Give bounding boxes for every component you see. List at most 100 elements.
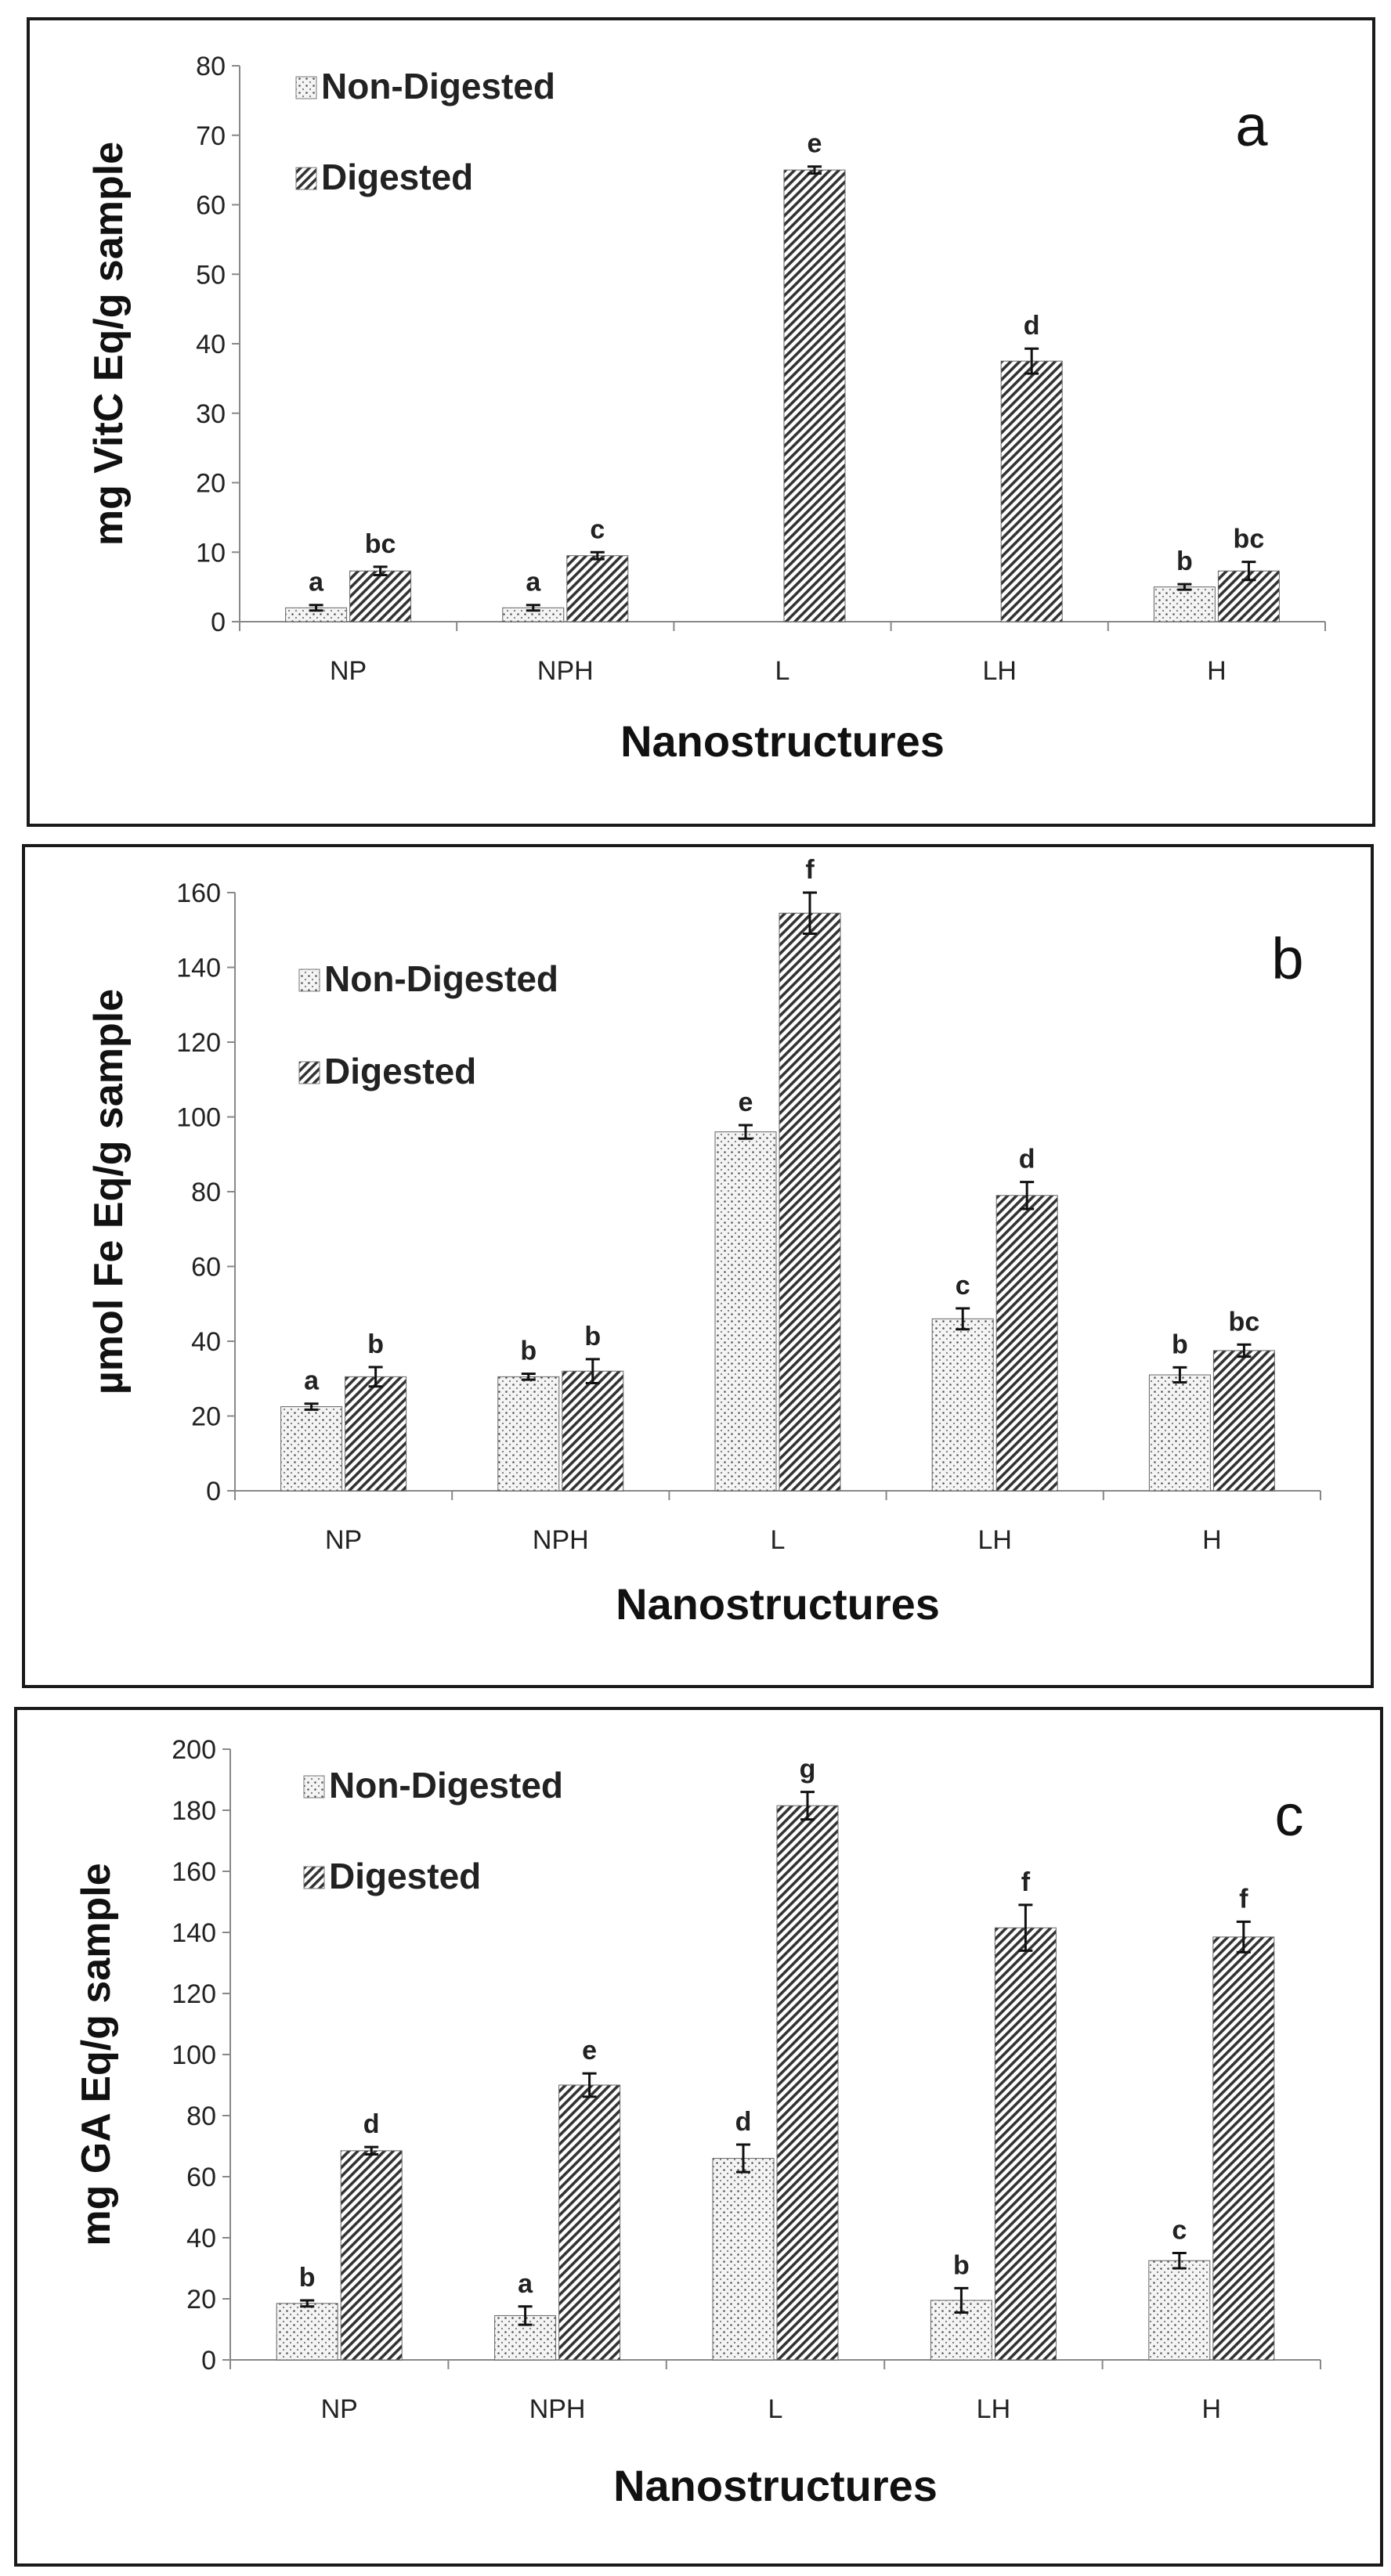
- significance-letter: bc: [1234, 525, 1265, 554]
- error-bar: [956, 1307, 970, 1331]
- chart-a: 0 10 20 30 40 50 60 70 80 NP NPH L LH Ha a b bc c e d bc Non-…: [86, 52, 1326, 766]
- y-tick-label: 80: [186, 2102, 216, 2131]
- x-axis-title: Nanostructures: [616, 1579, 940, 1629]
- y-tick-label: 80: [196, 52, 226, 81]
- legend-swatch-digested: [303, 1866, 325, 1889]
- legend-swatch-non-digested: [295, 76, 317, 99]
- error-bar: [1236, 1920, 1251, 1954]
- x-tick-label: NPH: [533, 1525, 589, 1555]
- bar-digested-lh: [1000, 360, 1063, 622]
- bar-digested-h: [1212, 1936, 1275, 2361]
- significance-letter: b: [1172, 1329, 1188, 1359]
- y-tick-label: 200: [172, 1735, 216, 1765]
- bar-non-digested-h: [1153, 586, 1216, 622]
- significance-letter: b: [584, 1322, 601, 1351]
- significance-letter: bc: [365, 529, 396, 559]
- significance-letter: d: [1024, 311, 1040, 341]
- error-bar: [526, 604, 540, 612]
- legend-label-digested: Digested: [321, 157, 473, 197]
- y-axis-title: mg VitC Eq/g sample: [86, 142, 132, 546]
- legend-label-non-digested: Non-Digested: [329, 1765, 563, 1806]
- bar-digested-np: [345, 1376, 407, 1492]
- legend-label-non-digested: Non-Digested: [324, 958, 558, 999]
- error-bar: [803, 891, 817, 936]
- x-tick-label: LH: [977, 1525, 1011, 1555]
- significance-letter: bc: [1229, 1307, 1260, 1337]
- y-tick-label: 60: [191, 1253, 221, 1283]
- significance-letter: f: [1239, 1884, 1248, 1914]
- y-tick-label: 20: [191, 1402, 221, 1432]
- significance-letter: g: [800, 1755, 816, 1784]
- bar-non-digested-h: [1148, 1374, 1211, 1492]
- error-bar: [800, 1791, 815, 1821]
- error-bar: [1237, 1343, 1252, 1358]
- bar-digested-l: [783, 169, 846, 622]
- legend-label-digested: Digested: [329, 1856, 481, 1896]
- significance-letter: a: [526, 568, 541, 597]
- significance-letter: c: [590, 514, 605, 544]
- bar-non-digested-l: [714, 1131, 777, 1492]
- error-bar: [1172, 2252, 1187, 2270]
- y-tick-label: 60: [186, 2163, 216, 2192]
- significance-letter: d: [735, 2107, 752, 2137]
- error-bar: [585, 1358, 600, 1384]
- bar-non-digested-nph: [497, 1376, 560, 1492]
- y-tick-label: 100: [176, 1103, 221, 1133]
- x-tick-label: H: [1202, 1525, 1222, 1555]
- error-bar: [736, 2143, 750, 2174]
- y-tick-label: 0: [206, 1477, 221, 1506]
- legend-swatch-digested: [295, 167, 317, 190]
- error-bar: [309, 604, 323, 612]
- significance-letter: b: [1176, 547, 1193, 576]
- bar-non-digested-np: [280, 1406, 343, 1492]
- error-bar: [1177, 583, 1192, 591]
- y-tick-label: 140: [176, 954, 221, 983]
- bar-digested-l: [776, 1805, 839, 2361]
- error-bar: [582, 2072, 597, 2098]
- significance-letter: e: [739, 1088, 753, 1117]
- x-tick-label: NPH: [529, 2394, 586, 2424]
- y-tick-label: 30: [196, 399, 226, 429]
- y-tick-label: 160: [172, 1857, 216, 1887]
- y-tick-label: 20: [196, 469, 226, 499]
- y-axis-title: µmol Fe Eq/g sample: [86, 989, 132, 1394]
- chart-c: 0 20 40 60 80 100 120 140 160 180 200 NP NPH L LH Hb a d b…: [74, 1735, 1321, 2510]
- y-tick-label: 120: [176, 1028, 221, 1058]
- bar-digested-nph: [558, 2084, 621, 2361]
- error-bar: [304, 1402, 319, 1411]
- error-bar: [300, 2299, 315, 2308]
- y-tick-label: 100: [172, 2040, 216, 2070]
- y-tick-label: 40: [191, 1327, 221, 1357]
- y-tick-label: 60: [196, 191, 226, 221]
- bar-digested-lh: [995, 1195, 1058, 1492]
- x-tick-label: H: [1202, 2394, 1222, 2424]
- legend-swatch-non-digested: [298, 969, 320, 992]
- error-bar: [1024, 347, 1039, 375]
- x-tick-label: L: [768, 2394, 783, 2424]
- bar-digested-np: [340, 2150, 403, 2361]
- x-axis-title: Nanostructures: [613, 2461, 938, 2510]
- bar-digested-np: [349, 570, 412, 622]
- x-tick-label: LH: [977, 2394, 1010, 2424]
- y-tick-label: 10: [196, 538, 226, 568]
- x-tick-label: L: [775, 656, 790, 686]
- bar-digested-nph: [566, 555, 629, 622]
- bar-digested-nph: [562, 1370, 624, 1492]
- x-tick-label: NP: [325, 1525, 362, 1555]
- error-bar: [954, 2286, 969, 2314]
- significance-letter: b: [367, 1329, 384, 1359]
- bar-digested-l: [779, 912, 841, 1492]
- x-axis-title: Nanostructures: [620, 716, 945, 766]
- significance-letter: f: [805, 855, 815, 885]
- bar-non-digested-lh: [931, 1318, 994, 1492]
- significance-letter: b: [953, 2250, 970, 2280]
- significance-letter: f: [1021, 1867, 1031, 1897]
- bar-non-digested-np: [276, 2303, 338, 2361]
- y-tick-label: 120: [172, 1979, 216, 2009]
- significance-letter: a: [518, 2269, 533, 2299]
- y-tick-label: 180: [172, 1796, 216, 1826]
- y-tick-label: 50: [196, 260, 226, 290]
- panel-label: c: [1275, 1783, 1304, 1848]
